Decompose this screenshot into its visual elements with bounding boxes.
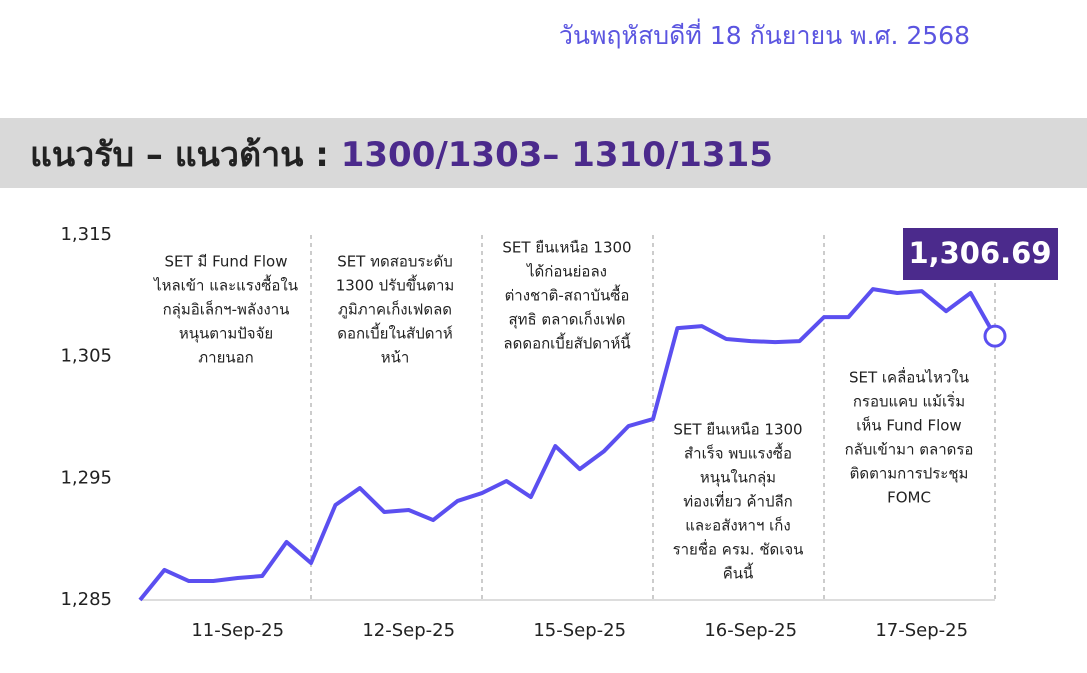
annotation: ลดดอกเบี้ยสัปดาห์นี้ bbox=[503, 333, 631, 353]
last-point bbox=[983, 324, 1007, 348]
annotation: ได้ก่อนย่อลง bbox=[526, 263, 607, 281]
title-band bbox=[0, 118, 1087, 188]
annotation: หนุนตามปัจจัย bbox=[179, 325, 273, 344]
annotation: สำเร็จ พบแรงซื้อ bbox=[684, 443, 792, 463]
levels: 1300/1303– 1310/1315 bbox=[341, 135, 773, 175]
date: วันพฤหัสบดีที่ 18 กันยายน พ.ศ. 2568 bbox=[559, 18, 970, 50]
annotation: คืนนี้ bbox=[723, 563, 754, 583]
y-tick-label: 1,305 bbox=[60, 346, 112, 367]
annotation: ต่างชาติ-สถาบันซื้อ bbox=[505, 285, 630, 305]
annotation: SET ยืนเหนือ 1300 bbox=[502, 239, 631, 257]
x-tick-label: 12-Sep-25 bbox=[362, 620, 455, 641]
title-text: แนวรับ – แนวต้าน : bbox=[30, 135, 329, 175]
annotation: กลับเข้ามา ตลาดรอ bbox=[845, 441, 974, 459]
annotation: ภายนอก bbox=[198, 349, 253, 367]
annotation: ไหลเข้า และแรงซื้อใน bbox=[153, 275, 298, 295]
annotation: ดอกเบี้ยในสัปดาห์ bbox=[337, 323, 453, 343]
annotation: SET มี Fund Flow bbox=[165, 253, 288, 271]
label-box bbox=[903, 228, 1058, 280]
annotation: SET ยืนเหนือ 1300 bbox=[673, 421, 802, 439]
annotation: หนุนในกลุ่ม bbox=[700, 469, 776, 488]
annotation: กรอบแคบ แม้เริ่ม bbox=[853, 391, 965, 411]
annotation: SET ทดสอบระดับ bbox=[337, 253, 453, 271]
annotation: SET เคลื่อนไหวใน bbox=[849, 367, 969, 387]
annotation: 1300 ปรับขึ้นตาม bbox=[336, 275, 455, 295]
data-label: 1,306.69 bbox=[908, 236, 1051, 270]
annotation: หน้า bbox=[381, 349, 410, 367]
title: แนวรับ – แนวต้าน : 1300/1303– 1310/1315 bbox=[30, 135, 773, 175]
y-tick-label: 1,285 bbox=[60, 589, 112, 610]
annotation: สุทธิ ตลาดเก็งเฟด bbox=[508, 310, 625, 330]
annotation: FOMC bbox=[887, 489, 931, 507]
annotation: ท่องเที่ยว ค้าปลีก bbox=[683, 491, 792, 511]
annotation: และอสังหาฯ เก็ง bbox=[685, 516, 790, 535]
annotation: กลุ่มอิเล็กฯ-พลังงาน bbox=[163, 300, 290, 320]
annotation: เห็น Fund Flow bbox=[856, 416, 961, 435]
y-tick-label: 1,295 bbox=[60, 467, 112, 488]
annotation: ติดตามการประชุม bbox=[850, 465, 969, 484]
x-tick-label: 11-Sep-25 bbox=[191, 620, 284, 641]
y-tick-label: 1,315 bbox=[60, 224, 112, 245]
x-tick-label: 17-Sep-25 bbox=[875, 620, 968, 641]
annotation: รายชื่อ ครม. ชัดเจน bbox=[673, 539, 804, 559]
x-tick-label: 15-Sep-25 bbox=[533, 620, 626, 641]
x-tick-label: 16-Sep-25 bbox=[704, 620, 797, 641]
price-line bbox=[138, 287, 997, 602]
annotation: ภูมิภาคเก็งเฟดลด bbox=[338, 300, 452, 319]
